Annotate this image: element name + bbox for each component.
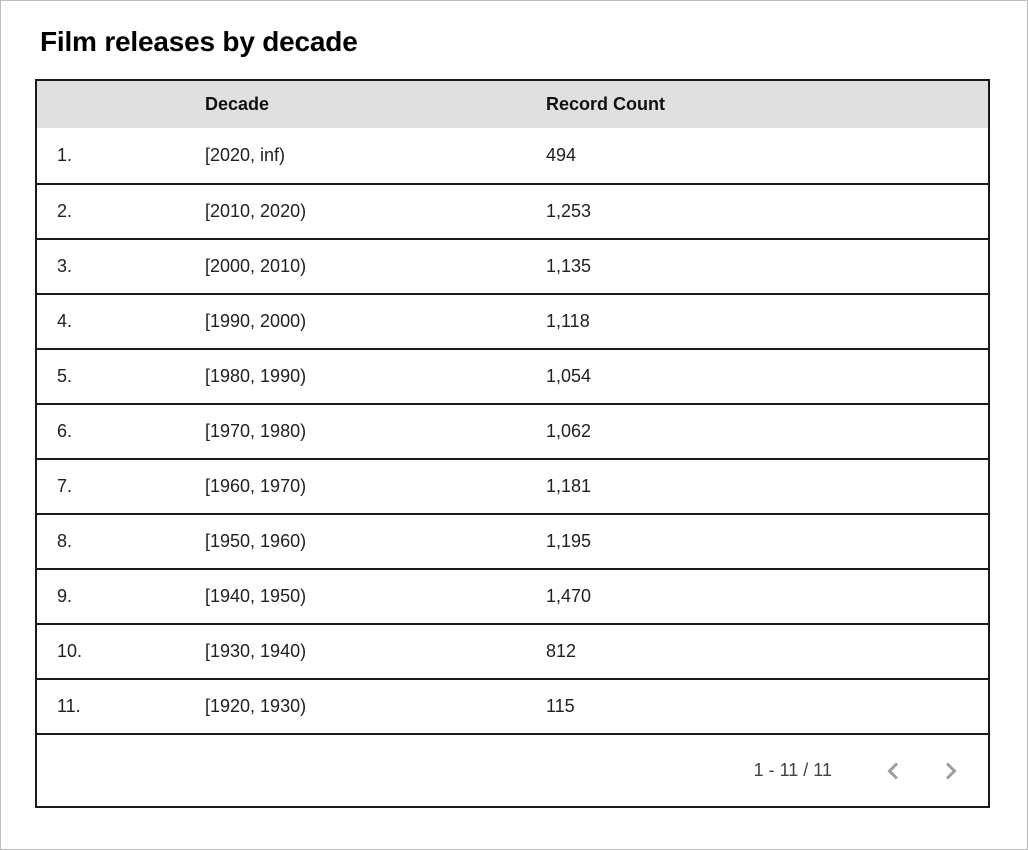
- decade-cell: [1960, 1970): [205, 476, 307, 496]
- record-count-cell: 1,253: [546, 201, 592, 221]
- table-footer: 1 - 11 / 11: [37, 733, 988, 806]
- record-count-cell: 1,195: [546, 531, 592, 551]
- decade-cell: [2000, 2010): [205, 256, 307, 276]
- row-index-cell: 7.: [57, 476, 73, 496]
- table-row: 5. [1980, 1990) 1,054: [37, 348, 988, 403]
- decade-cell: [1940, 1950): [205, 586, 307, 606]
- decade-cell: [1950, 1960): [205, 531, 307, 551]
- row-index-cell: 10.: [57, 641, 83, 661]
- column-header-record-count[interactable]: Record Count: [546, 94, 665, 114]
- decade-cell: [1990, 2000): [205, 311, 307, 331]
- row-index-cell: 4.: [57, 311, 73, 331]
- row-index-cell: 11.: [57, 696, 81, 716]
- pagination-prev-button[interactable]: [870, 747, 918, 795]
- record-count-cell: 1,135: [546, 256, 592, 276]
- chevron-right-icon: [945, 761, 957, 780]
- chart-title: Film releases by decade: [40, 26, 358, 57]
- row-index-cell: 6.: [57, 421, 73, 441]
- column-header-decade[interactable]: Decade: [205, 94, 270, 114]
- decade-cell: [2020, inf): [205, 145, 286, 165]
- table-header-row: Decade Record Count: [37, 81, 988, 128]
- record-count-cell: 115: [546, 696, 575, 716]
- record-count-cell: 1,470: [546, 586, 592, 606]
- pagination-range: 1 - 11 / 11: [753, 760, 832, 780]
- decade-cell: [1970, 1980): [205, 421, 307, 441]
- record-count-cell: 812: [546, 641, 577, 661]
- record-count-cell: 494: [546, 145, 577, 165]
- record-count-cell: 1,054: [546, 366, 592, 386]
- decade-cell: [2010, 2020): [205, 201, 307, 221]
- record-count-cell: 1,062: [546, 421, 592, 441]
- pagination-next-button[interactable]: [926, 747, 974, 795]
- decade-cell: [1930, 1940): [205, 641, 307, 661]
- decade-cell: [1920, 1930): [205, 696, 307, 716]
- table-chart: Decade Record Count 1. [2020, inf) 494 2…: [35, 79, 990, 808]
- row-index-cell: 2.: [57, 201, 73, 221]
- table-row: 10. [1930, 1940) 812: [37, 623, 988, 678]
- table-row: 9. [1940, 1950) 1,470: [37, 568, 988, 623]
- row-index-cell: 3.: [57, 256, 73, 276]
- table-body: 1. [2020, inf) 494 2. [2010, 2020) 1,253…: [37, 128, 988, 733]
- row-index-cell: 1.: [57, 145, 73, 165]
- table-row: 11. [1920, 1930) 115: [37, 678, 988, 733]
- table-row: 3. [2000, 2010) 1,135: [37, 238, 988, 293]
- decade-cell: [1980, 1990): [205, 366, 307, 386]
- chevron-left-icon: [887, 761, 899, 780]
- row-index-cell: 9.: [57, 586, 73, 606]
- table-row: 6. [1970, 1980) 1,062: [37, 403, 988, 458]
- row-index-cell: 5.: [57, 366, 73, 386]
- table-row: 8. [1950, 1960) 1,195: [37, 513, 988, 568]
- table-row: 7. [1960, 1970) 1,181: [37, 458, 988, 513]
- record-count-cell: 1,181: [546, 476, 592, 496]
- table-row: 1. [2020, inf) 494: [37, 128, 988, 183]
- row-index-cell: 8.: [57, 531, 73, 551]
- table-row: 2. [2010, 2020) 1,253: [37, 183, 988, 238]
- record-count-cell: 1,118: [546, 311, 590, 331]
- table-row: 4. [1990, 2000) 1,118: [37, 293, 988, 348]
